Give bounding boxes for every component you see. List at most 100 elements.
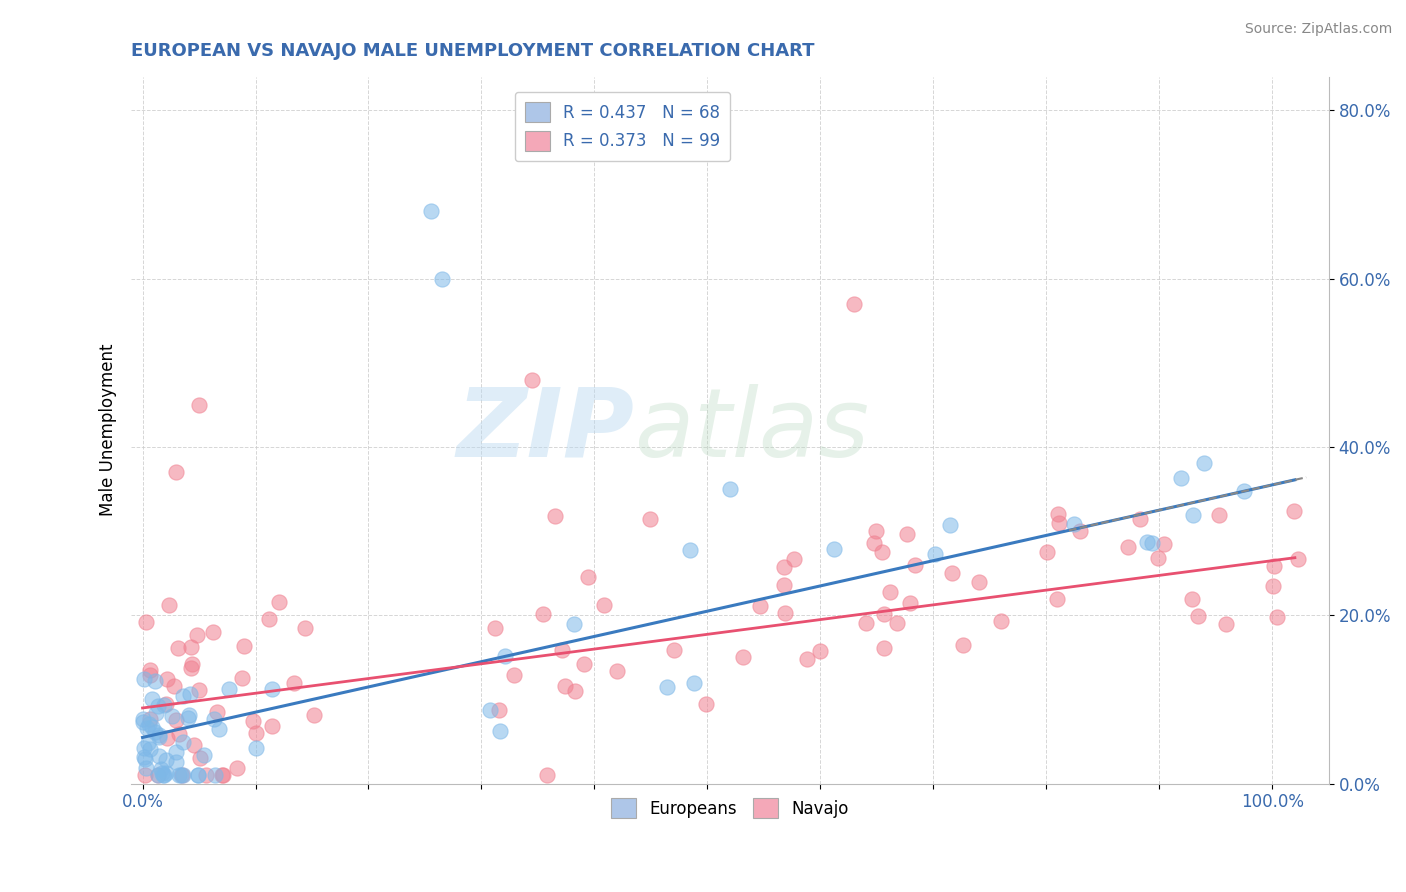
Point (683, 675, 706, 690)
Point (187, 768, 209, 782)
Point (167, 727, 190, 741)
Point (257, 612, 280, 626)
Point (1140, 536, 1163, 550)
Point (150, 766, 173, 780)
Point (188, 398, 211, 412)
Point (180, 640, 202, 654)
Point (562, 616, 585, 631)
Point (873, 640, 896, 655)
Point (152, 768, 174, 782)
Point (163, 679, 186, 693)
Point (148, 768, 170, 782)
Point (141, 692, 163, 706)
Point (139, 663, 162, 677)
Point (136, 721, 159, 735)
Point (139, 742, 162, 756)
Point (896, 526, 918, 541)
Point (1046, 508, 1069, 522)
Point (155, 765, 177, 780)
Point (531, 607, 554, 622)
Point (904, 558, 927, 572)
Point (773, 560, 796, 574)
Point (146, 768, 169, 782)
Point (262, 718, 284, 732)
Point (157, 598, 180, 612)
Point (202, 712, 225, 726)
Point (267, 595, 290, 609)
Point (775, 606, 797, 620)
Point (564, 683, 586, 698)
Point (1129, 512, 1152, 526)
Text: atlas: atlas (634, 384, 869, 476)
Point (419, 204, 441, 219)
Point (169, 768, 191, 782)
Point (1045, 592, 1067, 607)
Point (1265, 610, 1288, 624)
Point (134, 768, 156, 782)
Point (179, 687, 201, 701)
Point (132, 750, 155, 764)
Point (952, 638, 974, 652)
Point (181, 657, 204, 671)
Point (165, 745, 187, 759)
Point (718, 482, 741, 496)
Point (194, 768, 217, 782)
Point (162, 709, 184, 723)
Point (176, 711, 198, 725)
Point (554, 679, 576, 693)
Point (1286, 551, 1309, 566)
Point (748, 599, 770, 613)
Point (146, 698, 169, 713)
Point (148, 731, 170, 745)
Point (262, 682, 284, 697)
Point (165, 465, 187, 479)
Point (863, 535, 886, 549)
Point (898, 596, 921, 610)
Point (172, 689, 194, 703)
Point (1208, 508, 1230, 522)
Point (148, 748, 170, 763)
Point (484, 620, 506, 634)
Text: EUROPEAN VS NAVAJO MALE UNEMPLOYMENT CORRELATION CHART: EUROPEAN VS NAVAJO MALE UNEMPLOYMENT COR… (131, 42, 814, 60)
Point (873, 607, 896, 621)
Point (132, 712, 155, 726)
Point (169, 768, 191, 782)
Point (141, 720, 163, 734)
Point (810, 644, 832, 658)
Point (924, 547, 946, 561)
Point (179, 707, 201, 722)
Point (226, 761, 249, 775)
Point (135, 761, 157, 775)
Point (478, 703, 501, 717)
Point (245, 726, 267, 740)
Point (208, 722, 231, 736)
Point (576, 569, 599, 583)
Point (139, 667, 162, 681)
Point (193, 748, 215, 763)
Point (294, 621, 316, 635)
Point (773, 578, 796, 592)
Point (1263, 579, 1285, 593)
Text: ZIP: ZIP (457, 384, 634, 476)
Point (153, 698, 176, 712)
Point (155, 753, 177, 767)
Point (1036, 545, 1059, 559)
Point (132, 672, 155, 686)
Point (167, 641, 190, 656)
Point (138, 717, 160, 731)
Point (152, 768, 174, 782)
Text: Source: ZipAtlas.com: Source: ZipAtlas.com (1244, 22, 1392, 37)
Point (823, 541, 845, 556)
Point (218, 682, 240, 697)
Point (1170, 471, 1192, 485)
Point (939, 517, 962, 532)
Point (494, 648, 516, 663)
Point (138, 713, 160, 727)
Point (679, 542, 702, 557)
Y-axis label: Male Unemployment: Male Unemployment (100, 344, 117, 516)
Point (606, 665, 628, 679)
Point (204, 768, 226, 782)
Point (134, 751, 156, 765)
Point (1182, 508, 1205, 523)
Point (231, 671, 253, 685)
